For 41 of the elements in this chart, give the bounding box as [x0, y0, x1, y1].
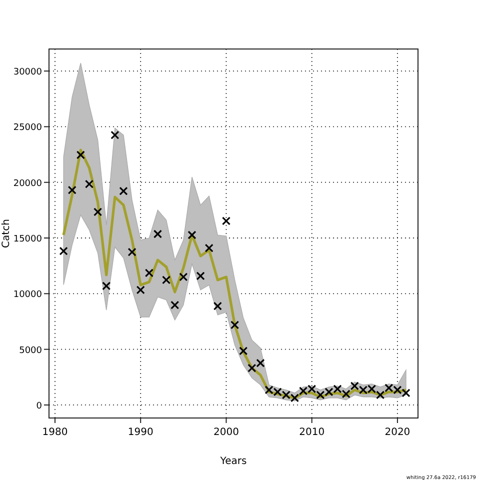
point: [59, 246, 68, 256]
point: [136, 286, 145, 294]
point: [84, 180, 94, 188]
y-tick-label: 15000: [13, 234, 42, 245]
point: [188, 230, 196, 240]
point: [248, 364, 256, 372]
x-tick-label: 2020: [384, 427, 410, 438]
y-tick-label: 30000: [13, 68, 42, 78]
point: [153, 230, 162, 238]
point: [342, 390, 350, 398]
point: [230, 320, 240, 330]
x-tick-label: 1980: [42, 427, 68, 438]
point: [179, 272, 188, 282]
point: [170, 300, 180, 310]
point: [94, 208, 102, 216]
point: [213, 302, 222, 310]
point: [376, 390, 385, 400]
point: [204, 244, 214, 252]
x-tick-label: 2010: [299, 427, 325, 438]
y-tick-label: 5000: [19, 346, 42, 356]
point: [196, 272, 205, 280]
point: [76, 150, 85, 160]
x-axis-title: Years: [219, 456, 247, 467]
point: [162, 276, 171, 284]
point: [68, 186, 76, 194]
y-axis-title: Catch: [1, 219, 12, 248]
y-tick-label: 20000: [13, 178, 42, 189]
x-tick-label: 2000: [213, 427, 239, 438]
x-tick-label: 1990: [128, 427, 154, 438]
y-tick-label: 10000: [13, 290, 42, 300]
point: [350, 382, 359, 390]
point: [256, 358, 265, 368]
point: [144, 268, 154, 278]
point: [102, 282, 111, 290]
point: [128, 248, 136, 256]
point: [119, 186, 128, 196]
point: [222, 216, 231, 226]
point: [239, 346, 248, 356]
point: [110, 130, 120, 140]
y-tick-label: 25000: [13, 123, 42, 134]
y-tick-label: 0: [36, 401, 42, 412]
